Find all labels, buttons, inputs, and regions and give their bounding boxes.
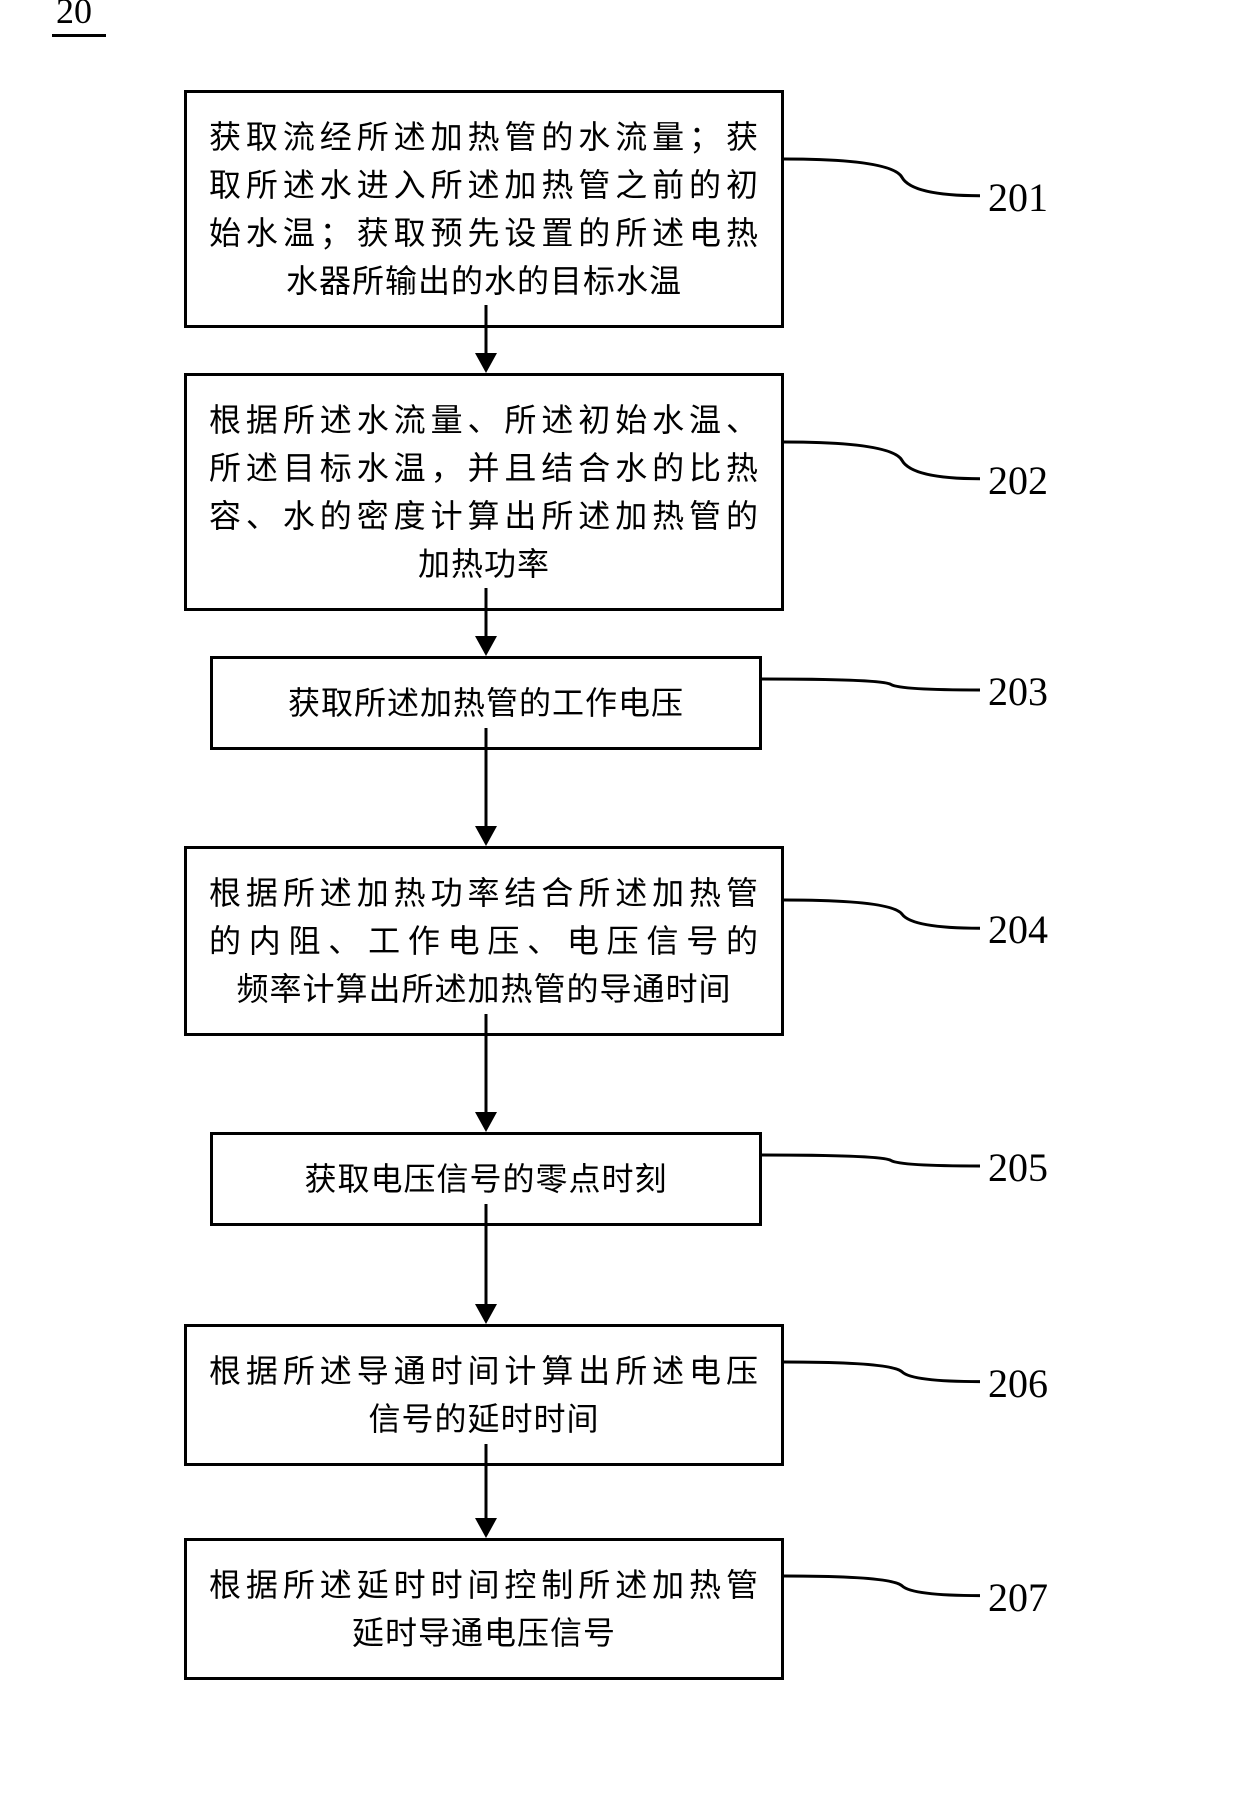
flow-step-201: 获取流经所述加热管的水流量；获取所述水进入所述加热管之前的初始水温；获取预先设置…: [184, 90, 784, 328]
flow-step-label-201: 201: [988, 174, 1048, 221]
leader-line-204: [784, 890, 990, 948]
flow-step-text: 获取所述加热管的工作电压: [235, 679, 737, 727]
figure-number: 20: [56, 0, 92, 32]
flow-step-204: 根据所述加热功率结合所述加热管的内阻、工作电压、电压信号的频率计算出所述加热管的…: [184, 846, 784, 1036]
leader-line-206: [784, 1352, 990, 1402]
flow-step-text: 延时导通电压信号: [209, 1609, 759, 1657]
flow-step-label-207: 207: [988, 1574, 1048, 1621]
flow-step-205: 获取电压信号的零点时刻: [210, 1132, 762, 1226]
flow-step-text: 的内阻、工作电压、电压信号的: [209, 917, 759, 965]
flow-step-text: 根据所述水流量、所述初始水温、: [209, 396, 759, 444]
leader-line-202: [784, 432, 990, 499]
flow-step-text: 加热功率: [209, 540, 759, 588]
flow-step-text: 根据所述导通时间计算出所述电压: [209, 1347, 759, 1395]
leader-line-205: [762, 1145, 990, 1186]
flow-step-text: 容、水的密度计算出所述加热管的: [209, 492, 759, 540]
leader-line-207: [784, 1566, 990, 1616]
leader-line-201: [784, 149, 990, 216]
flow-step-text: 始水温；获取预先设置的所述电热: [209, 209, 759, 257]
flow-step-207: 根据所述延时时间控制所述加热管延时导通电压信号: [184, 1538, 784, 1680]
flow-step-text: 水器所输出的水的目标水温: [209, 257, 759, 305]
flow-step-text: 信号的延时时间: [209, 1395, 759, 1443]
figure-number-underline: [52, 34, 106, 37]
flow-step-label-204: 204: [988, 906, 1048, 953]
flow-step-text: 获取流经所述加热管的水流量；获: [209, 113, 759, 161]
flow-step-202: 根据所述水流量、所述初始水温、所述目标水温，并且结合水的比热容、水的密度计算出所…: [184, 373, 784, 611]
flow-step-label-205: 205: [988, 1144, 1048, 1191]
flow-step-label-203: 203: [988, 668, 1048, 715]
flow-step-text: 取所述水进入所述加热管之前的初: [209, 161, 759, 209]
flow-step-203: 获取所述加热管的工作电压: [210, 656, 762, 750]
flow-step-text: 根据所述延时时间控制所述加热管: [209, 1561, 759, 1609]
flow-step-text: 频率计算出所述加热管的导通时间: [209, 965, 759, 1013]
leader-line-203: [762, 669, 990, 710]
flow-step-text: 根据所述加热功率结合所述加热管: [209, 869, 759, 917]
flow-step-206: 根据所述导通时间计算出所述电压信号的延时时间: [184, 1324, 784, 1466]
flow-step-text: 获取电压信号的零点时刻: [235, 1155, 737, 1203]
flow-step-label-206: 206: [988, 1360, 1048, 1407]
flow-step-label-202: 202: [988, 457, 1048, 504]
flow-step-text: 所述目标水温，并且结合水的比热: [209, 444, 759, 492]
